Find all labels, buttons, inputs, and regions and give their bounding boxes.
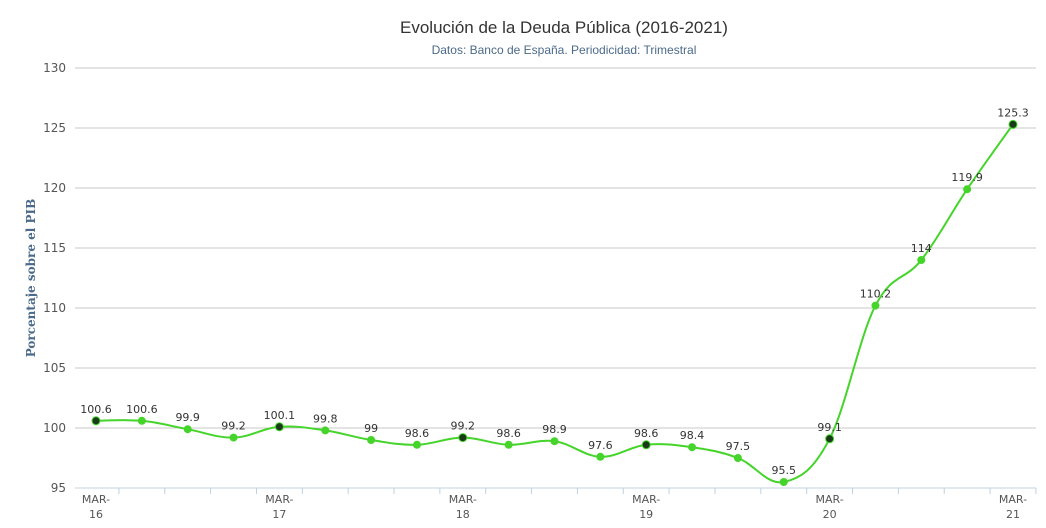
data-point [688, 443, 697, 452]
data-labels-layer: 100.6 100.6 99.9 99.2 100.1 99.8 99 98.6 99.2 98.… [80, 106, 1029, 477]
data-label: 99.8 [313, 412, 338, 425]
data-point [1008, 119, 1018, 129]
data-label: 114 [911, 242, 932, 255]
data-point [183, 425, 192, 434]
x-tick-label: MAR- [816, 493, 844, 506]
data-point [550, 437, 559, 446]
data-label: 99.2 [451, 420, 476, 433]
x-tick-label: MAR- [999, 493, 1027, 506]
x-tick-label: 20 [823, 508, 837, 521]
x-tick-label: MAR- [632, 493, 660, 506]
data-label: 97.6 [588, 439, 613, 452]
data-label: 110.2 [860, 288, 892, 301]
x-tick-label: MAR- [82, 493, 110, 506]
data-label: 98.6 [634, 427, 659, 440]
data-label: 99 [364, 422, 378, 435]
data-point [733, 454, 742, 462]
data-label: 100.6 [126, 403, 158, 416]
x-tick-label: MAR- [449, 493, 477, 506]
data-label: 98.6 [405, 427, 430, 440]
x-tick-label: 19 [639, 508, 653, 521]
y-tick-label: 95 [51, 481, 66, 495]
y-tick-label: 105 [43, 361, 66, 375]
data-label: 119.9 [951, 171, 983, 184]
y-tick-label: 100 [43, 421, 66, 435]
x-tick-label: 17 [272, 508, 286, 521]
data-point [504, 440, 513, 449]
data-point [458, 433, 468, 443]
x-tick-label: MAR- [265, 493, 293, 506]
x-tick-label: 21 [1006, 508, 1020, 521]
y-tick-label: 115 [43, 241, 66, 255]
grid-layer [75, 67, 1037, 494]
y-tick-label: 110 [43, 301, 66, 315]
data-point [137, 416, 146, 425]
data-label: 100.1 [264, 409, 296, 422]
data-label: 99.2 [221, 420, 246, 433]
data-point [963, 185, 972, 194]
data-label: 99.1 [817, 421, 842, 434]
y-axis-label: Porcentaje sobre el PIB [24, 199, 38, 358]
data-label: 98.6 [496, 427, 521, 440]
x-tick-label: 18 [456, 508, 470, 521]
y-tick-label: 130 [43, 61, 66, 75]
data-label: 95.5 [772, 464, 797, 477]
data-point [274, 422, 284, 432]
data-point [321, 426, 330, 435]
data-point [871, 301, 880, 310]
data-point [229, 433, 238, 442]
data-point [779, 478, 788, 486]
data-label: 99.9 [175, 411, 200, 424]
y-tick-label: 120 [43, 181, 66, 195]
y-tick-label: 125 [43, 121, 66, 135]
x-tick-label: 16 [89, 508, 103, 521]
data-point [641, 440, 651, 450]
data-point [596, 452, 605, 461]
data-label: 98.9 [542, 423, 567, 436]
y-axis-ticks: 95 100 105 110 115 120 125 130 [43, 61, 66, 495]
x-axis-ticks: MAR- 16 MAR- 17 MAR- 18 MAR- 19 MAR- 20 MAR- 21 [82, 493, 1027, 521]
data-point [367, 436, 376, 444]
points-layer [91, 119, 1018, 486]
data-point [412, 440, 421, 449]
data-label: 98.4 [680, 429, 705, 442]
data-label: 97.5 [726, 440, 751, 453]
data-point [825, 434, 835, 444]
chart-title: Evolución de la Deuda Pública (2016-2021… [400, 18, 728, 37]
data-label: 100.6 [80, 403, 112, 416]
data-point [91, 416, 101, 426]
data-point [917, 256, 926, 264]
data-label: 125.3 [997, 106, 1029, 119]
chart-subtitle: Datos: Banco de España. Periodicidad: Tr… [432, 43, 697, 57]
